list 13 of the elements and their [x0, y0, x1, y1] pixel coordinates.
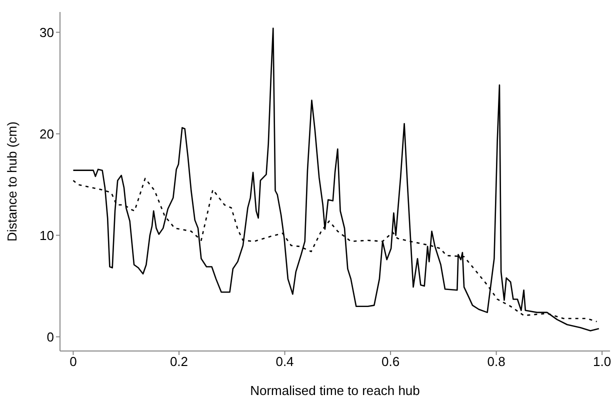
y-tick-label: 20 — [40, 126, 54, 142]
x-tick-label: 0.4 — [276, 354, 294, 370]
x-tick-label: 0.8 — [487, 354, 506, 370]
x-tick-label: 0 — [70, 354, 77, 370]
y-axis-title: Distance to hub (cm) — [4, 122, 20, 242]
line-series — [72, 28, 600, 332]
y-tick-label: 0 — [46, 329, 54, 344]
x-tick-label: 1.0 — [593, 354, 612, 370]
x-tick-label: 0.6 — [381, 354, 400, 370]
x-axis-title: Normalised time to reach hub — [250, 383, 420, 398]
x-tick-label: 0.2 — [170, 354, 188, 370]
y-tick-label: 30 — [40, 24, 54, 40]
y-tick-label: 10 — [40, 228, 54, 243]
